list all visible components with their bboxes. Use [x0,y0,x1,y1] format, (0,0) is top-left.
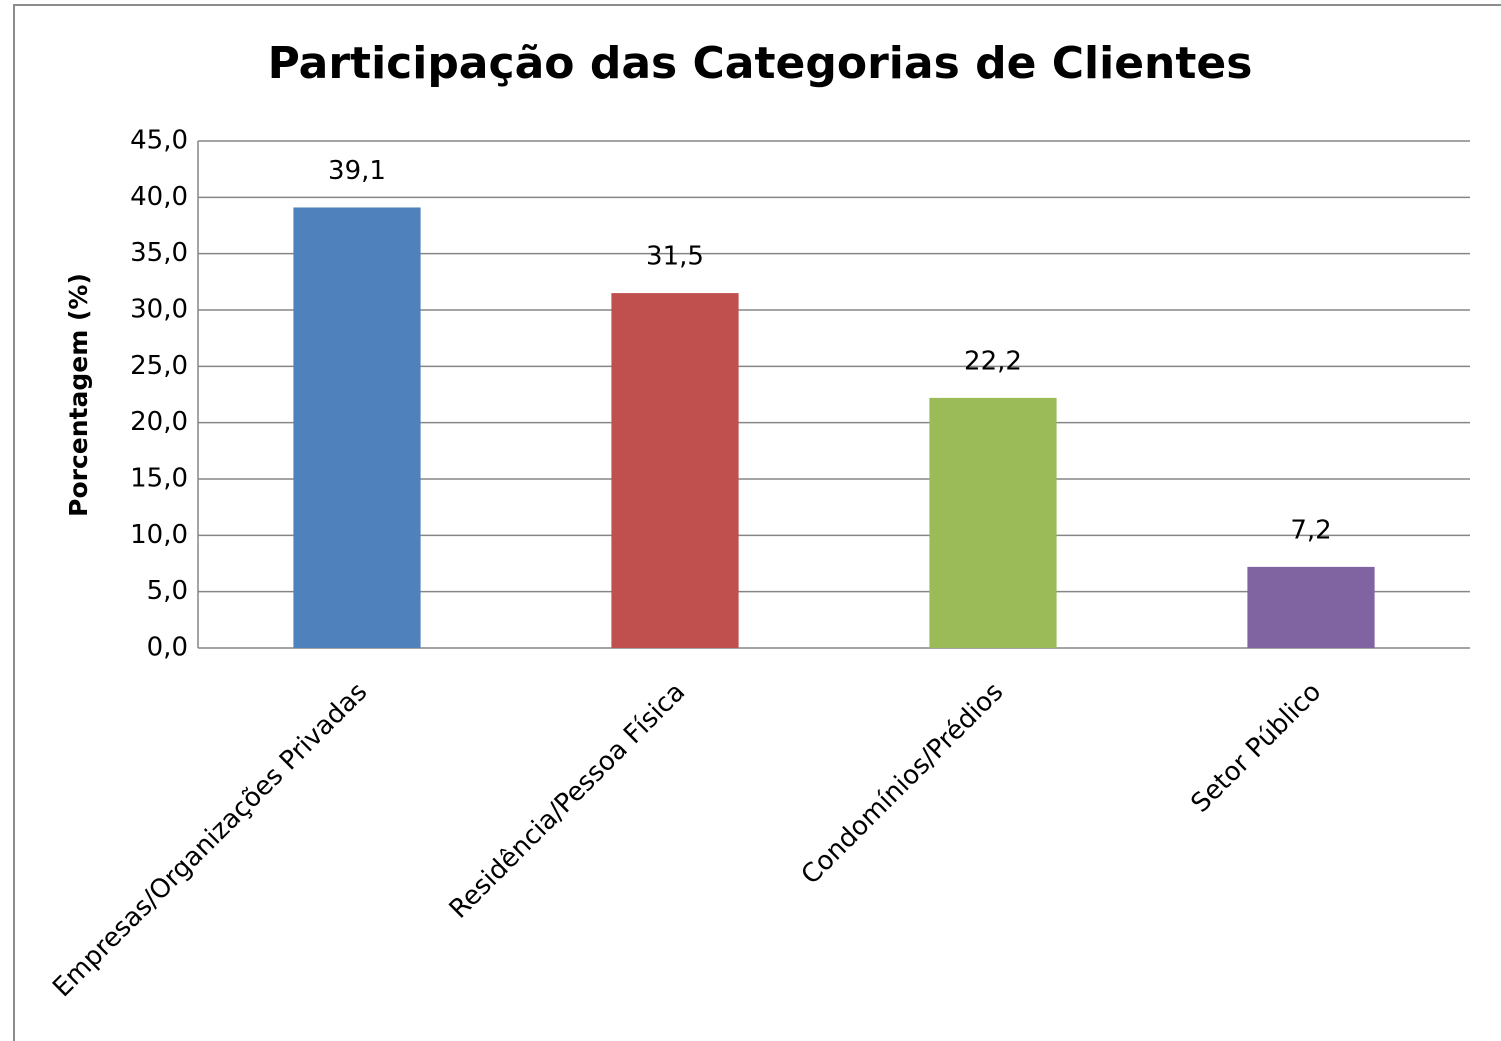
chart-title: Participação das Categorias de Clientes [268,38,1253,89]
y-tick-label: 0,0 [147,633,188,663]
y-tick-label: 25,0 [130,351,188,381]
data-label: 7,2 [1290,515,1331,545]
bar [1247,566,1375,648]
data-label: 31,5 [646,242,704,272]
y-tick-label: 45,0 [130,126,188,156]
chart-frame [13,4,1501,1041]
y-tick-label: 20,0 [130,407,188,437]
data-label: 22,2 [964,346,1022,376]
y-tick-label: 15,0 [130,464,188,494]
y-tick-label: 40,0 [130,182,188,212]
data-label: 39,1 [328,156,386,186]
y-tick-label: 10,0 [130,520,188,550]
bar [293,207,421,648]
y-tick-label: 35,0 [130,238,188,268]
bar [611,293,739,648]
y-tick-label: 30,0 [130,295,188,325]
y-tick-label: 5,0 [147,576,188,606]
y-axis-label: Porcentagem (%) [64,273,93,517]
bar [929,397,1057,648]
